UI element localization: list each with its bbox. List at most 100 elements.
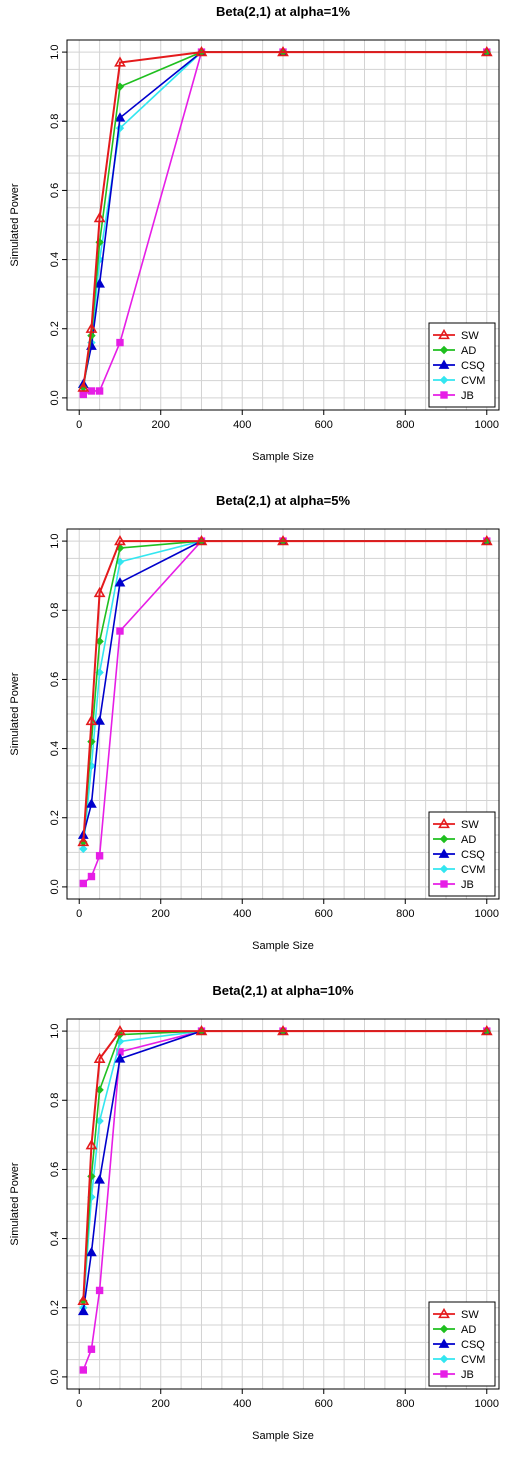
series-sw — [77, 45, 493, 392]
series-line-jb — [82, 51, 487, 396]
x-tick-label: 600 — [315, 419, 333, 431]
x-tick-label: 800 — [396, 1398, 414, 1410]
legend: SW AD CSQ CVM JB — [428, 1301, 496, 1387]
legend-marker-jb — [440, 880, 448, 888]
data-point-sw — [114, 56, 126, 67]
data-point-jb — [95, 387, 104, 395]
y-tick-label: 0.0 — [49, 879, 61, 894]
data-point-csq — [77, 1305, 89, 1316]
data-point-jb — [79, 879, 88, 888]
legend: SW AD CSQ CVM JB — [428, 811, 496, 897]
legend-marker-csq — [438, 1338, 450, 1348]
data-point-cvm — [79, 844, 88, 854]
y-axis-label: Simulated Power — [9, 672, 21, 755]
x-axis-label: Sample Size — [252, 451, 314, 463]
legend-marker-csq — [438, 359, 450, 369]
data-point-sw — [195, 45, 208, 57]
legend-label-ad: AD — [461, 1324, 476, 1336]
x-tick-label: 200 — [152, 419, 170, 431]
legend-label-ad: AD — [461, 834, 476, 846]
series-line-sw — [82, 1030, 487, 1301]
data-point-sw — [77, 381, 90, 392]
plot-frame — [66, 528, 500, 900]
legend-label-csq: CSQ — [461, 360, 485, 372]
data-point-sw — [85, 322, 98, 333]
series-line-csq — [82, 540, 487, 836]
data-point-sw — [195, 534, 208, 546]
x-tick-label: 800 — [396, 908, 414, 920]
legend-label-sw: SW — [461, 330, 479, 342]
legend-marker-ad — [439, 1324, 449, 1334]
series-line-csq — [82, 51, 487, 385]
chart-title: Beta(2,1) at alpha=1% — [216, 4, 350, 19]
legend-label-csq: CSQ — [461, 1339, 485, 1351]
y-tick-label: 0.2 — [49, 810, 61, 825]
y-axis-label: Simulated Power — [9, 183, 21, 266]
x-tick-label: 0 — [76, 908, 82, 920]
y-axis-label: Simulated Power — [9, 1162, 21, 1245]
plot-frame — [66, 39, 500, 411]
series-ad — [79, 1026, 491, 1306]
data-point-sw — [480, 45, 493, 57]
data-point-sw — [277, 45, 289, 57]
legend-marker-cvm — [439, 375, 449, 385]
data-point-jb — [95, 1286, 104, 1295]
x-tick-label: 1000 — [475, 419, 499, 431]
series-jb — [79, 537, 491, 888]
legend-label-cvm: CVM — [461, 864, 485, 876]
data-point-csq — [86, 798, 97, 808]
legend-label-csq: CSQ — [461, 849, 485, 861]
legend-marker-ad — [439, 834, 449, 844]
legend-label-sw: SW — [461, 819, 479, 831]
power-chart-alpha-5: Beta(2,1) at alpha=5% 0 200 400 600 800 1000 0.… — [9, 493, 500, 952]
data-point-csq — [114, 577, 126, 587]
data-point-sw — [195, 1024, 208, 1036]
legend-label-jb: JB — [461, 1369, 474, 1381]
legend-marker-sw — [438, 1307, 450, 1319]
legend-marker-ad — [439, 345, 449, 355]
grid — [67, 529, 499, 899]
data-point-sw — [77, 1294, 90, 1305]
y-tick-label: 0.8 — [49, 114, 61, 129]
data-point-sw — [85, 1139, 98, 1150]
series-line-csq — [82, 1030, 487, 1312]
y-tick-label: 0.0 — [49, 390, 61, 405]
x-axis-label: Sample Size — [252, 1430, 314, 1442]
legend-marker-cvm — [439, 1354, 449, 1364]
y-tick-label: 0.4 — [49, 252, 61, 267]
x-tick-label: 400 — [233, 419, 251, 431]
data-point-sw — [114, 1024, 126, 1036]
data-point-jb — [79, 1366, 88, 1374]
y-tick-label: 0.8 — [49, 1093, 61, 1108]
data-point-sw — [93, 586, 106, 598]
data-point-sw — [85, 714, 98, 726]
x-tick-label: 200 — [152, 1398, 170, 1410]
chart-panel-alpha-5: Beta(2,1) at alpha=5% 0 200 400 600 800 1000 0.… — [0, 489, 519, 979]
legend-label-sw: SW — [461, 1309, 479, 1321]
data-point-jb — [87, 1345, 96, 1353]
x-tick-label: 200 — [152, 908, 170, 920]
legend-marker-sw — [438, 328, 450, 340]
data-point-csq — [94, 278, 105, 288]
y-tick-label: 0.2 — [49, 1300, 61, 1315]
series-line-cvm — [82, 51, 487, 388]
y-tick-label: 0.8 — [49, 603, 61, 618]
series-line-jb — [82, 540, 487, 885]
legend: SW AD CSQ CVM JB — [428, 322, 496, 408]
y-tick-label: 0.6 — [49, 183, 61, 198]
x-tick-label: 1000 — [475, 908, 499, 920]
chart-title: Beta(2,1) at alpha=5% — [216, 493, 350, 508]
x-tick-label: 800 — [396, 419, 414, 431]
legend-label-ad: AD — [461, 345, 476, 357]
data-point-sw — [93, 1052, 106, 1063]
y-tick-label: 0.4 — [49, 1231, 61, 1246]
x-tick-label: 1000 — [475, 1398, 499, 1410]
series-line-sw — [82, 51, 487, 388]
series-line-cvm — [82, 540, 487, 849]
data-point-sw — [480, 534, 493, 546]
x-tick-label: 600 — [315, 1398, 333, 1410]
chart-panel-alpha-10: Beta(2,1) at alpha=10% 0 200 400 600 800 1000 0… — [0, 979, 519, 1469]
legend-label-cvm: CVM — [461, 375, 485, 387]
data-point-sw — [93, 211, 106, 223]
legend-label-jb: JB — [461, 879, 474, 891]
